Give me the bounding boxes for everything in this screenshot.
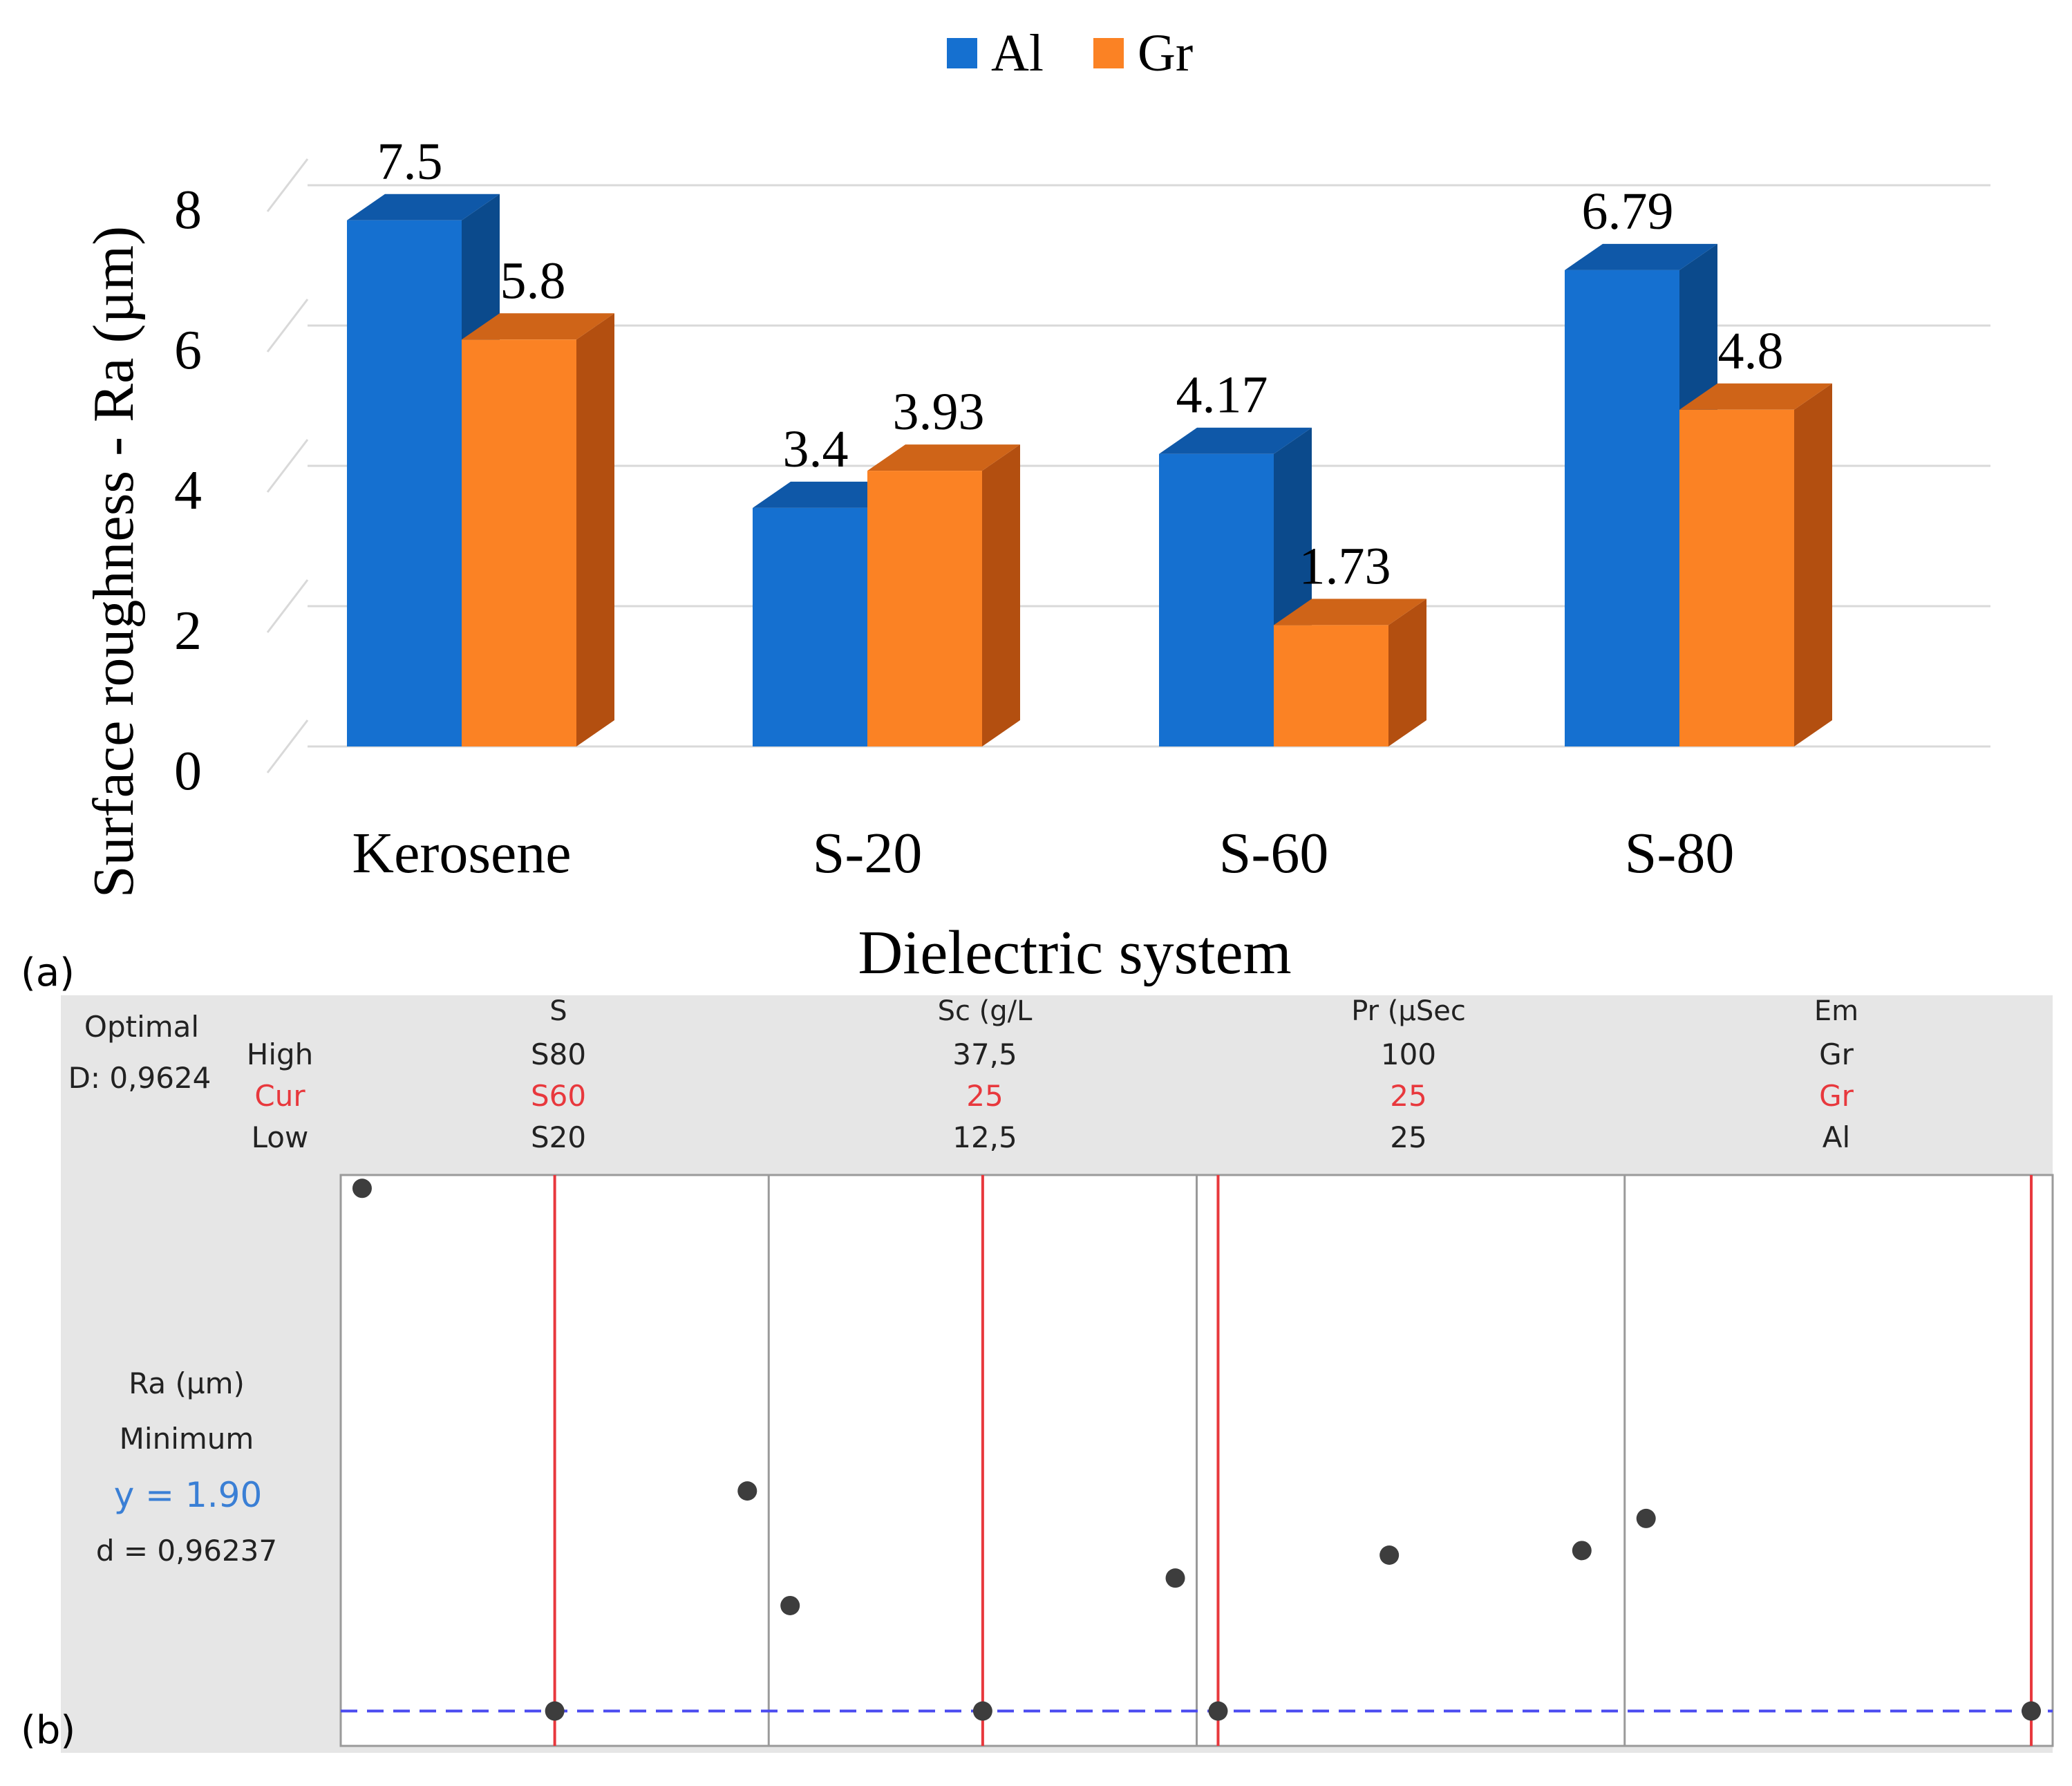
opt-current-point bbox=[545, 1701, 565, 1721]
bar-gr bbox=[462, 339, 576, 746]
opt-factor-cur: S60 bbox=[531, 1079, 586, 1113]
opt-response-d: d = 0,96237 bbox=[96, 1534, 277, 1568]
opt-data-point bbox=[1572, 1541, 1592, 1561]
opt-row-low: Low bbox=[252, 1120, 309, 1154]
opt-factor-headers: S S80 S60 S20 Sc (g/L 37,5 25 12,5 Pr (µSec 100 25… bbox=[531, 995, 1858, 1154]
bar-y-tick-label: 2 bbox=[174, 601, 202, 661]
bar-side-gr bbox=[1794, 383, 1832, 746]
bar-data-label: 1.73 bbox=[1299, 537, 1391, 595]
bar-data-label: 6.79 bbox=[1582, 182, 1674, 241]
legend-label-gr: Gr bbox=[1138, 24, 1193, 82]
bar-x-tick-label: S-80 bbox=[1625, 821, 1735, 885]
opt-factor-name: Pr (µSec bbox=[1351, 995, 1466, 1027]
bar-x-axis-label: Dielectric system bbox=[858, 919, 1291, 987]
opt-response-name: Ra (µm) bbox=[129, 1366, 245, 1400]
bar-data-label: 4.17 bbox=[1176, 366, 1268, 424]
bar-grid-diagonal bbox=[266, 439, 309, 493]
bar-x-tick-label: Kerosene bbox=[352, 821, 571, 885]
bar-y-tick-label: 6 bbox=[174, 320, 202, 381]
bar-top-al bbox=[1565, 243, 1717, 270]
bar-grid-diagonal bbox=[266, 299, 309, 352]
bar-al bbox=[1565, 270, 1679, 746]
opt-data-point bbox=[1636, 1508, 1656, 1528]
opt-factor-cur: 25 bbox=[1390, 1079, 1426, 1113]
opt-current-point bbox=[972, 1701, 992, 1721]
opt-row-cur: Cur bbox=[254, 1079, 305, 1113]
opt-response-goal: Minimum bbox=[120, 1422, 254, 1456]
bar-x-tick-label: S-60 bbox=[1219, 821, 1329, 885]
bar-grid-diagonal bbox=[266, 158, 309, 212]
opt-factor-name: S bbox=[549, 995, 567, 1027]
opt-data-point bbox=[780, 1595, 800, 1615]
opt-factor-low: Al bbox=[1823, 1120, 1850, 1154]
opt-data-point bbox=[1165, 1568, 1185, 1588]
bar-top-gr bbox=[867, 444, 1020, 471]
bar-y-tick-label: 8 bbox=[174, 180, 202, 241]
bar-top-gr bbox=[462, 313, 614, 340]
opt-row-high: High bbox=[247, 1037, 314, 1071]
opt-d-label: D: 0,9624 bbox=[68, 1061, 211, 1095]
bar-data-label: 3.93 bbox=[893, 383, 985, 441]
opt-factor-low: S20 bbox=[531, 1120, 586, 1154]
bar-side-gr bbox=[1388, 599, 1426, 746]
bar-top-gr bbox=[1274, 599, 1426, 626]
bar-grid-diagonal bbox=[266, 720, 309, 773]
opt-panels bbox=[339, 1174, 2054, 1747]
opt-factor-high: Gr bbox=[1819, 1037, 1854, 1071]
bar-grid-diagonal bbox=[266, 579, 309, 633]
opt-factor-name: Sc (g/L bbox=[938, 995, 1033, 1027]
bar-side-gr bbox=[576, 313, 614, 746]
panel-label-a: (a) bbox=[21, 950, 75, 995]
opt-factor-cur: 25 bbox=[966, 1079, 1003, 1113]
bar-al bbox=[347, 220, 462, 746]
opt-factor-high: 37,5 bbox=[952, 1037, 1017, 1071]
bar-bars bbox=[347, 194, 1832, 746]
bar-top-gr bbox=[1679, 383, 1832, 410]
bar-y-ticks: 0 2 4 6 8 bbox=[174, 180, 202, 802]
opt-optimal-label: Optimal bbox=[84, 1010, 199, 1044]
bar-legend: Al Gr bbox=[947, 24, 1193, 82]
opt-factor-high: 100 bbox=[1381, 1037, 1436, 1071]
legend-swatch-gr bbox=[1093, 38, 1124, 68]
bar-gr bbox=[867, 471, 982, 746]
bar-data-label: 7.5 bbox=[377, 133, 443, 191]
optimization-plot: Optimal D: 0,9624 High Cur Low S S80 S60 S2… bbox=[61, 995, 2054, 1753]
panel-label-b: (b) bbox=[21, 1708, 75, 1753]
bar-side-gr bbox=[982, 444, 1020, 746]
opt-data-point bbox=[352, 1178, 372, 1198]
opt-factor-name: Em bbox=[1814, 995, 1858, 1027]
bar-y-tick-label: 4 bbox=[174, 460, 202, 521]
opt-factor-high: S80 bbox=[531, 1037, 586, 1071]
opt-data-point bbox=[737, 1481, 757, 1501]
legend-label-al: Al bbox=[991, 24, 1044, 82]
bar-top-al bbox=[1159, 427, 1312, 454]
opt-data-point bbox=[1379, 1545, 1400, 1565]
legend-swatch-al bbox=[947, 38, 977, 68]
bar-data-label: 5.8 bbox=[500, 252, 566, 310]
bar-x-ticks: Kerosene S-20 S-60 S-80 bbox=[352, 821, 1734, 885]
bar-data-labels: 7.5 5.8 3.4 3.93 4.17 1.73 6.79 4.8 bbox=[377, 133, 1784, 596]
opt-current-point bbox=[2022, 1701, 2042, 1721]
bar-al bbox=[753, 507, 867, 746]
bar-top-al bbox=[753, 481, 905, 508]
bar-y-tick-label: 0 bbox=[174, 741, 202, 802]
bar-gr bbox=[1274, 625, 1388, 746]
opt-factor-low: 25 bbox=[1390, 1120, 1426, 1154]
bar-chart: 0 2 4 6 8 7.5 5.8 3.4 3.93 4.17 1.73 6.79 4.8 Keros… bbox=[82, 24, 1990, 987]
bar-data-label: 3.4 bbox=[783, 420, 849, 478]
bar-gr bbox=[1679, 409, 1794, 746]
bar-top-al bbox=[347, 194, 500, 220]
bar-x-tick-label: S-20 bbox=[813, 821, 923, 885]
opt-current-point bbox=[1208, 1701, 1228, 1721]
bar-data-label: 4.8 bbox=[1718, 322, 1784, 380]
bar-y-axis-label: Surface roughness - Ra (µm) bbox=[82, 226, 146, 898]
opt-factor-cur: Gr bbox=[1819, 1079, 1854, 1113]
opt-response-y: y = 1.90 bbox=[114, 1475, 263, 1515]
opt-factor-low: 12,5 bbox=[952, 1120, 1017, 1154]
bar-al bbox=[1159, 453, 1274, 746]
